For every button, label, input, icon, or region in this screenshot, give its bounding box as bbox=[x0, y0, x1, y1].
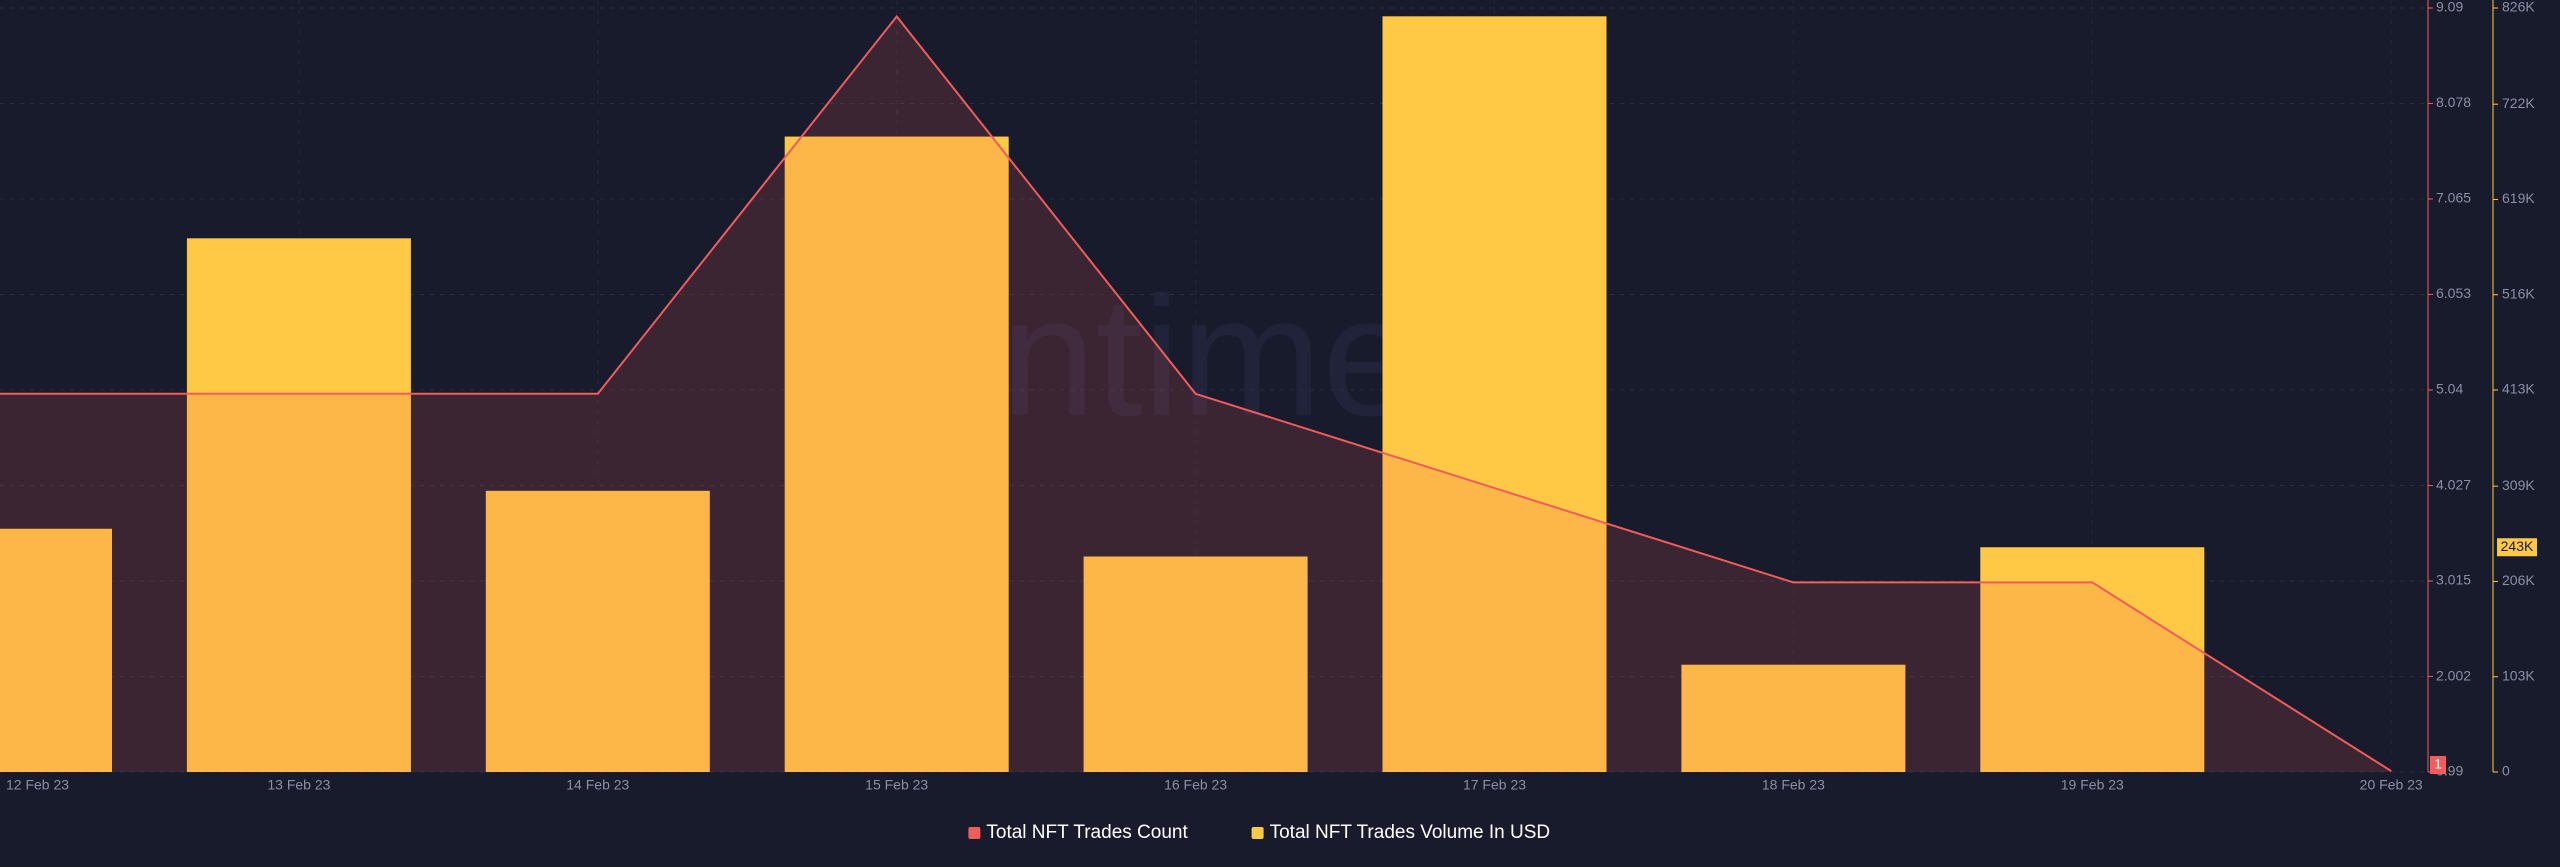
bar bbox=[1980, 547, 2205, 772]
y2-tick-label: 103K bbox=[2502, 667, 2535, 683]
y2-tick-label: 206K bbox=[2502, 572, 2535, 588]
legend-label: Total NFT Trades Count bbox=[986, 822, 1188, 843]
x-tick-label: 14 Feb 23 bbox=[566, 777, 629, 793]
x-tick-label: 19 Feb 23 bbox=[2061, 777, 2124, 793]
legend-swatch bbox=[968, 827, 981, 839]
y-tick-label: 7.065 bbox=[2436, 190, 2471, 206]
y-tick-label: 6.053 bbox=[2436, 285, 2471, 301]
bar bbox=[186, 238, 411, 772]
y2-tick-label: 722K bbox=[2502, 95, 2535, 111]
y-tick-label: 5.04 bbox=[2436, 381, 2463, 397]
bar bbox=[1681, 664, 1906, 772]
y2-tick-label: 516K bbox=[2502, 285, 2535, 301]
bar bbox=[784, 136, 1009, 772]
value-badge bbox=[2497, 538, 2537, 557]
bar bbox=[0, 528, 112, 772]
y2-tick-label: 0 bbox=[2502, 763, 2510, 779]
value-badge bbox=[2430, 756, 2446, 774]
x-tick-label: 13 Feb 23 bbox=[267, 777, 330, 793]
x-tick-label: 12 Feb 23 bbox=[6, 777, 69, 793]
x-tick-label: 18 Feb 23 bbox=[1762, 777, 1825, 793]
bar bbox=[485, 490, 710, 772]
y-tick-label: 9.09 bbox=[2436, 0, 2463, 15]
line bbox=[0, 14, 2392, 772]
x-tick-label: 20 Feb 23 bbox=[2360, 777, 2423, 793]
y2-tick-label: 309K bbox=[2502, 477, 2535, 493]
value-badge-label: 243K bbox=[2501, 538, 2534, 554]
bar bbox=[1083, 556, 1308, 772]
y-tick-label: 2.002 bbox=[2436, 667, 2471, 683]
x-tick-label: 15 Feb 23 bbox=[865, 777, 928, 793]
legend-swatch bbox=[1251, 827, 1264, 839]
y-tick-label: 8.078 bbox=[2436, 94, 2471, 110]
legend-label: Total NFT Trades Volume In USD bbox=[1270, 822, 1551, 843]
y-tick-label: 3.015 bbox=[2436, 572, 2471, 588]
y2-tick-label: 619K bbox=[2502, 190, 2535, 206]
bar bbox=[1382, 16, 1607, 772]
y2-tick-label: 826K bbox=[2502, 0, 2535, 15]
y-tick-label: 4.027 bbox=[2436, 476, 2471, 492]
value-badge-label: 1 bbox=[2434, 756, 2442, 772]
x-tick-label: 16 Feb 23 bbox=[1164, 777, 1227, 793]
y2-tick-label: 413K bbox=[2502, 381, 2535, 397]
x-tick-label: 17 Feb 23 bbox=[1463, 777, 1526, 793]
